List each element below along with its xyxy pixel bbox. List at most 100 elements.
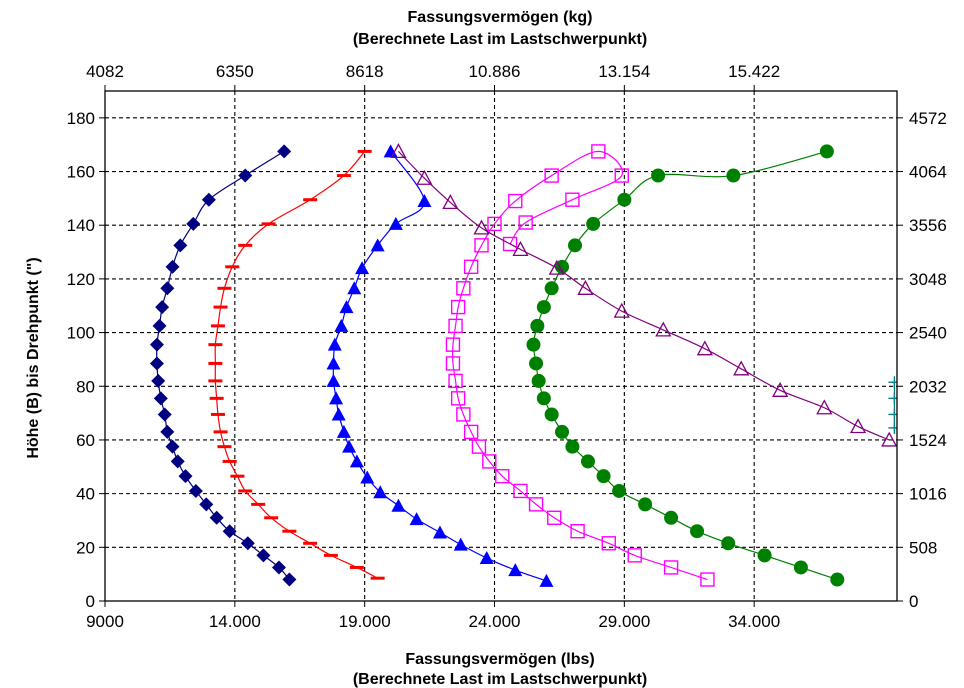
data-point-triangle — [479, 551, 494, 565]
data-point-dash — [303, 198, 318, 202]
data-point-triangle-open — [442, 194, 459, 210]
x2-tick-label: 10.886 — [469, 62, 521, 81]
y2-tick-label: 4572 — [909, 109, 947, 128]
data-point-triangle — [355, 261, 370, 275]
data-point-square-open — [456, 407, 471, 422]
series-line — [532, 150, 838, 581]
data-point-triangle-open — [548, 259, 565, 275]
data-point-circle — [830, 572, 845, 587]
data-point-circle — [612, 483, 627, 498]
series-line — [332, 151, 547, 582]
data-point-circle — [530, 318, 545, 333]
data-point-dash — [209, 396, 224, 400]
data-point-circle — [536, 391, 551, 406]
data-point-square-open — [513, 483, 528, 499]
series-line — [397, 150, 890, 441]
data-point-diamond — [160, 424, 175, 439]
data-point-triangle-open — [473, 219, 490, 235]
plot-frame — [104, 90, 898, 602]
data-point-square-open — [448, 318, 463, 334]
data-point-dash — [251, 502, 266, 506]
data-point-diamond — [282, 572, 297, 587]
data-point-square-open — [445, 356, 461, 371]
data-point-dash — [208, 343, 223, 347]
data-point-dash — [217, 445, 232, 449]
data-point-triangle — [326, 356, 341, 370]
data-point-square-open — [565, 192, 580, 207]
data-point-circle — [544, 281, 559, 296]
data-point-triangle-open — [881, 431, 897, 447]
data-point-diamond — [149, 356, 164, 371]
data-point-circle — [819, 144, 834, 159]
data-point-circle — [580, 454, 595, 469]
data-point-plus — [888, 421, 897, 434]
data-point-diamond — [170, 454, 185, 469]
data-point-dash — [208, 361, 223, 365]
data-point-circle — [651, 168, 666, 183]
x2-tick-label: 4082 — [86, 62, 124, 81]
data-point-dash — [238, 243, 253, 247]
data-point-circle — [526, 337, 541, 352]
data-point-square-open — [448, 373, 463, 389]
data-point-dash — [282, 529, 297, 533]
data-point-square-open — [508, 193, 523, 209]
y-tick-label: 100 — [67, 324, 95, 343]
data-point-diamond — [240, 536, 255, 551]
x-tick-label: 9000 — [86, 612, 124, 631]
x2-tick-label: 8618 — [346, 62, 384, 81]
data-point-circle — [617, 192, 632, 207]
data-point-triangle — [539, 573, 554, 587]
top-axis-title-line1: Fassungsvermögen (kg) — [408, 9, 593, 26]
data-point-circle — [638, 497, 653, 512]
data-point-diamond — [222, 524, 237, 539]
y-tick-label: 60 — [76, 431, 95, 450]
data-point-dash — [213, 305, 228, 309]
data-point-dash — [261, 222, 276, 226]
data-point-triangle — [331, 407, 346, 421]
data-point-triangle-open — [816, 399, 833, 415]
data-point-triangle — [417, 194, 432, 208]
data-point-diamond — [188, 483, 203, 498]
x2-tick-label: 15.422 — [728, 62, 780, 81]
data-point-triangle — [339, 300, 354, 314]
data-point-circle — [793, 560, 808, 575]
data-point-triangle — [373, 485, 388, 499]
series-3 — [326, 144, 554, 587]
data-point-circle — [664, 510, 679, 525]
data-point-circle — [690, 524, 705, 539]
data-point-triangle — [336, 424, 351, 438]
y2-tick-label: 0 — [909, 592, 918, 611]
data-point-circle — [544, 407, 559, 422]
data-point-triangle — [329, 391, 344, 405]
series-1 — [149, 144, 297, 587]
data-point-plus — [888, 376, 897, 389]
data-point-triangle — [432, 525, 447, 539]
data-point-triangle — [370, 238, 385, 252]
data-point-dash — [336, 174, 351, 178]
data-point-triangle — [342, 439, 357, 453]
data-point-triangle-open — [772, 381, 789, 397]
top-axis-title-line2: (Berechnete Last im Lastschwerpunkt) — [353, 31, 647, 48]
data-point-dash — [213, 430, 228, 434]
data-point-diamond — [153, 391, 168, 406]
y-tick-label: 180 — [67, 109, 95, 128]
tick-labels: 0 0 20 508 40 1016 60 1524 80 2032 100 2540 120 3048 1… — [67, 62, 947, 631]
data-point-triangle-open — [577, 279, 594, 295]
data-point-square-open — [601, 536, 616, 551]
data-point-diamond — [186, 216, 201, 231]
y-axis-title: Höhe (B) bis Drehpunkt (") — [25, 257, 42, 458]
series-layer — [149, 143, 897, 587]
series-6 — [390, 143, 897, 447]
y-tick-label: 160 — [67, 163, 95, 182]
x-tick-label: 34.000 — [728, 612, 780, 631]
data-point-dash — [323, 553, 338, 557]
data-point-square-open — [463, 424, 479, 440]
data-point-circle — [565, 439, 580, 454]
series-7 — [888, 376, 897, 434]
data-point-dash — [357, 149, 372, 153]
data-point-circle — [568, 238, 583, 253]
data-point-square-open — [570, 524, 585, 539]
y2-tick-label: 2032 — [909, 377, 947, 396]
data-point-circle — [757, 548, 772, 563]
x-tick-label: 29.000 — [598, 612, 650, 631]
